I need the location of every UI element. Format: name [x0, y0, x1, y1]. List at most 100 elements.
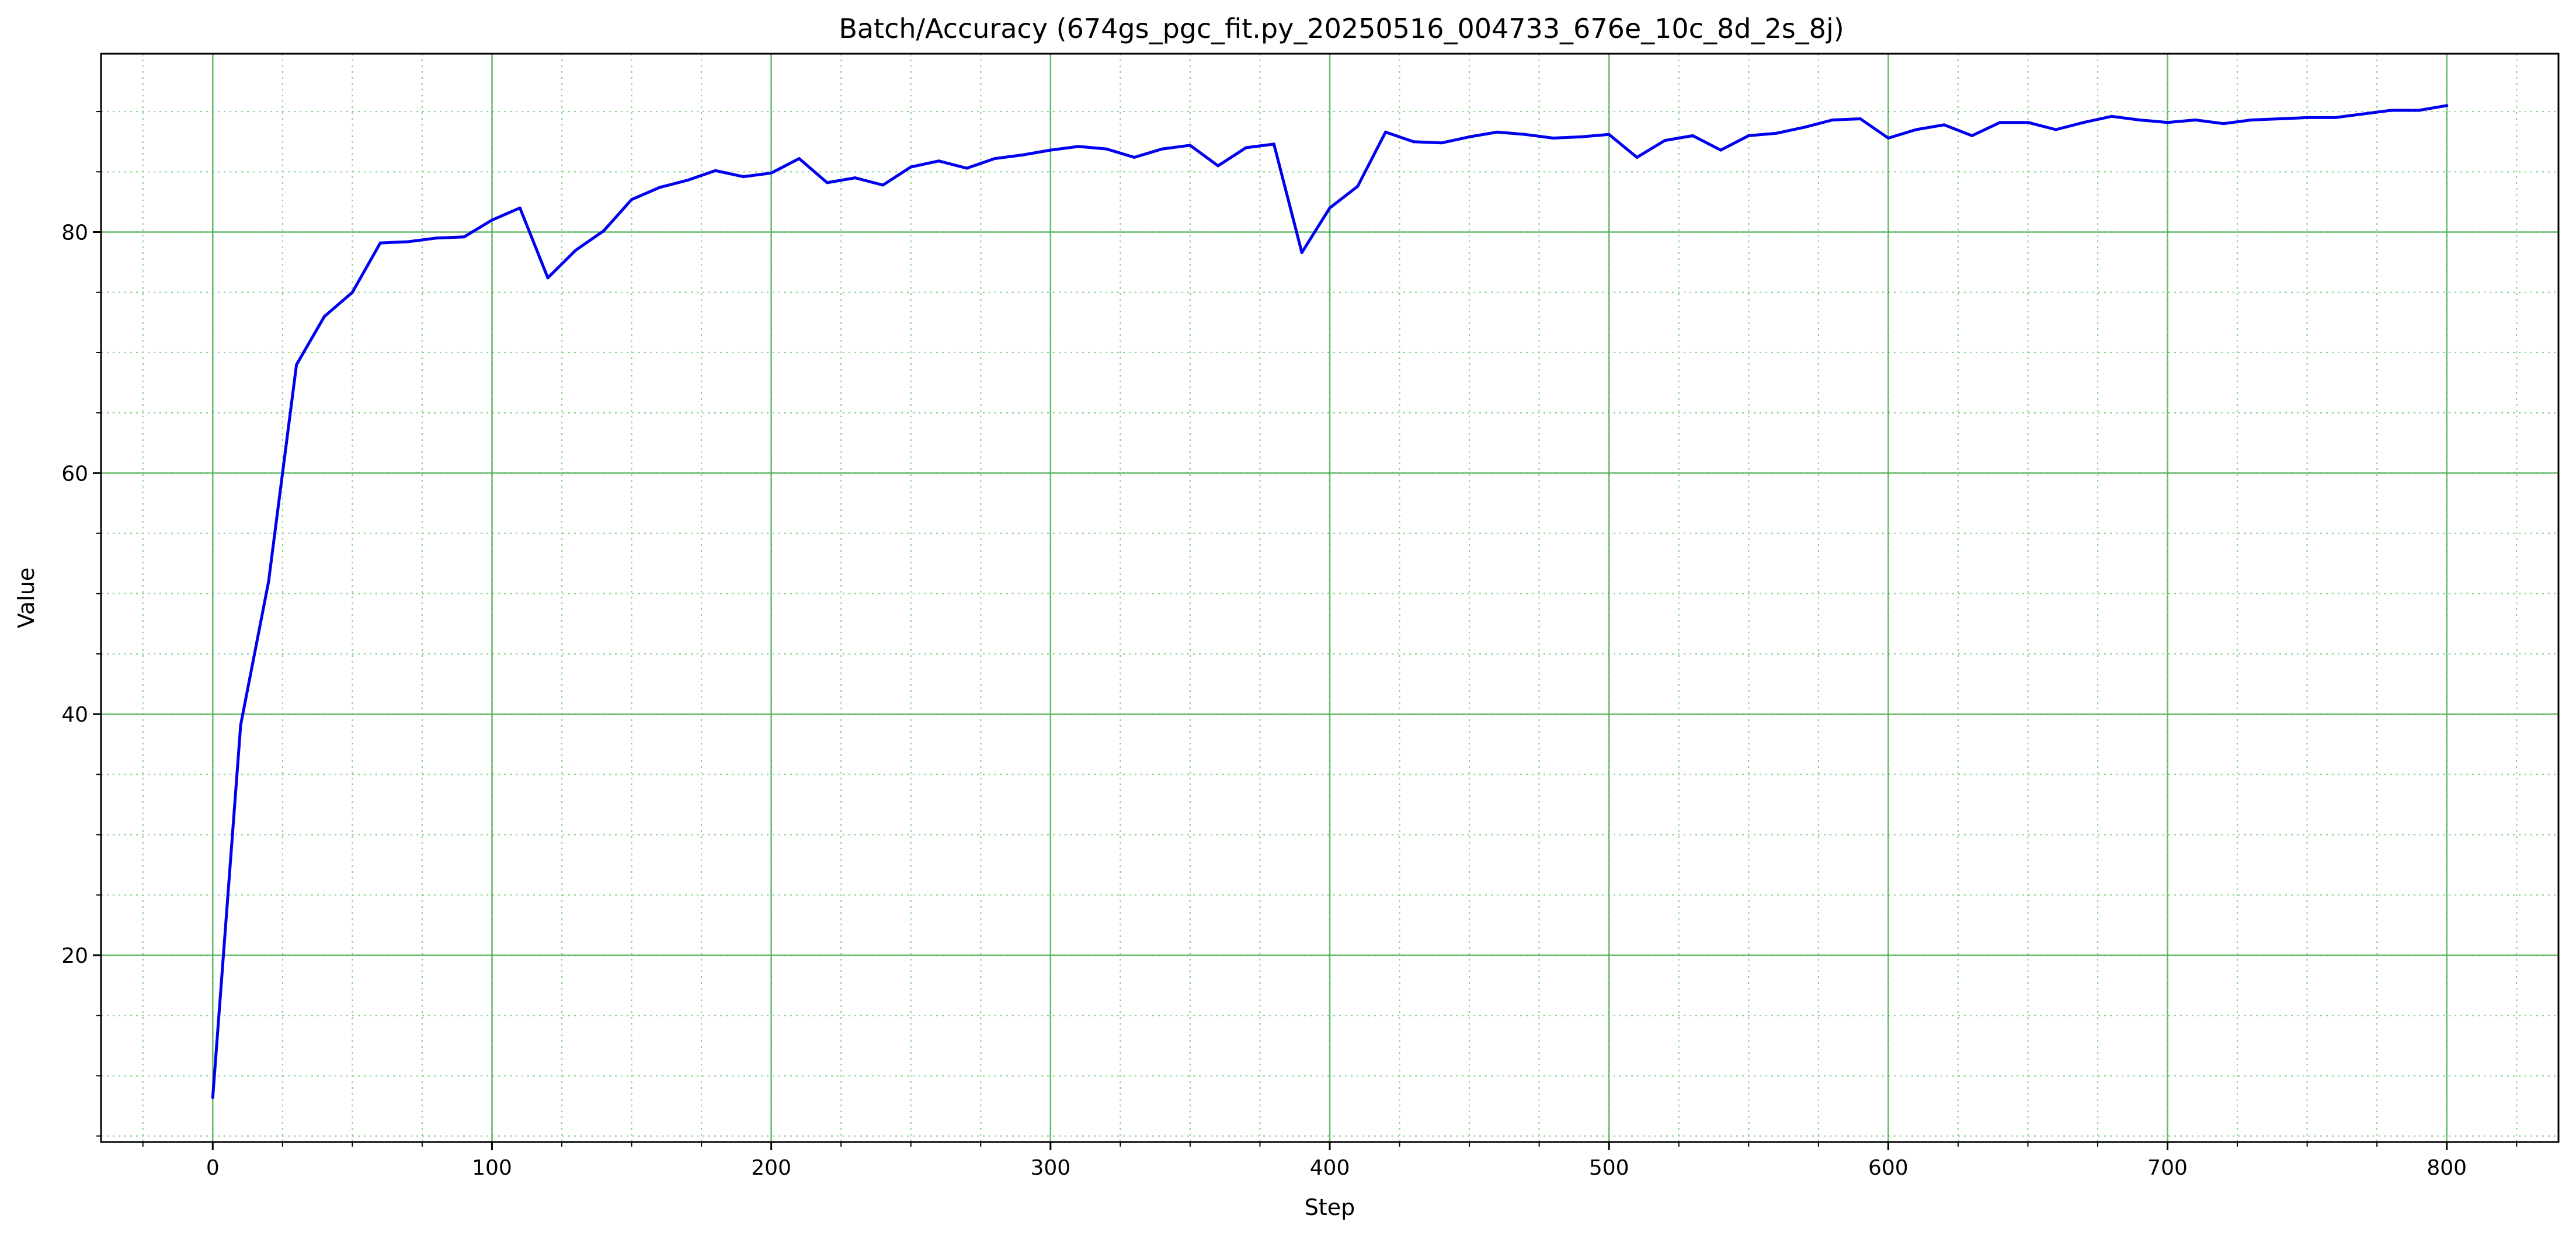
data-point: [2166, 121, 2169, 124]
data-point: [2361, 112, 2365, 116]
data-point: [825, 181, 829, 184]
y-tick-label: 80: [61, 221, 88, 245]
y-tick-label: 40: [61, 703, 88, 727]
data-point: [1886, 137, 1890, 140]
data-point: [1831, 119, 1834, 121]
data-point: [295, 363, 298, 367]
data-point: [406, 240, 410, 243]
data-point: [1747, 134, 1750, 137]
data-point: [239, 723, 242, 727]
x-tick-label: 200: [751, 1156, 791, 1180]
data-point: [742, 175, 745, 179]
data-point: [1803, 126, 1806, 129]
data-point: [2082, 121, 2085, 124]
data-point: [378, 241, 382, 245]
x-tick-label: 700: [2147, 1156, 2188, 1180]
data-point: [993, 157, 996, 161]
data-point: [2306, 116, 2309, 119]
data-point: [1440, 141, 1443, 145]
y-axis: 20 40 60 80: [61, 111, 101, 1137]
major-grid: [101, 54, 2558, 1142]
chart-title: Batch/Accuracy (674gs_pgc_fit.py_2025051…: [839, 13, 1844, 44]
data-point: [1524, 133, 1527, 136]
x-tick-label: 300: [1030, 1156, 1070, 1180]
data-point: [350, 291, 354, 294]
data-point: [770, 171, 773, 175]
data-point: [1412, 140, 1415, 144]
data-point: [686, 179, 689, 182]
data-point: [1775, 131, 1778, 135]
data-point: [1579, 135, 1583, 138]
data-point: [1468, 135, 1471, 138]
x-tick-label: 500: [1589, 1156, 1629, 1180]
data-point: [1970, 134, 1974, 137]
data-point: [1049, 148, 1052, 152]
data-point: [1188, 144, 1192, 147]
data-point: [937, 159, 940, 163]
data-point: [1914, 128, 1918, 131]
x-tick-label: 0: [206, 1156, 220, 1180]
data-point: [1384, 130, 1388, 134]
data-point: [2278, 117, 2281, 120]
data-point: [2250, 119, 2253, 121]
x-tick-label: 600: [1868, 1156, 1908, 1180]
data-point: [1607, 133, 1611, 136]
data-point: [714, 169, 717, 172]
data-point: [2193, 119, 2197, 121]
data-point: [1635, 156, 1639, 159]
data-point: [909, 165, 913, 169]
data-point: [1663, 139, 1667, 142]
data-point: [630, 198, 633, 201]
data-point: [1160, 147, 1164, 151]
y-tick-label: 60: [61, 462, 88, 486]
data-point: [853, 176, 857, 180]
series-layer: [211, 104, 2449, 1099]
data-point: [1719, 148, 1722, 152]
data-point: [881, 183, 885, 187]
data-point: [1300, 251, 1303, 255]
data-point: [2026, 121, 2029, 124]
x-tick-label: 800: [2426, 1156, 2467, 1180]
data-point: [1021, 153, 1024, 156]
data-point: [1356, 184, 1360, 188]
data-point: [2417, 109, 2421, 112]
data-point: [1105, 147, 1108, 151]
data-point: [323, 315, 326, 318]
data-point: [1998, 121, 2002, 124]
data-point: [1328, 206, 1332, 210]
data-point: [211, 1096, 214, 1099]
x-axis-label: Step: [1305, 1195, 1355, 1220]
y-axis-label: Value: [13, 567, 39, 628]
data-point: [1691, 134, 1695, 137]
data-point: [658, 186, 661, 189]
data-point: [2054, 128, 2057, 131]
data-point: [2334, 116, 2337, 119]
data-point: [1859, 117, 1862, 120]
data-point: [1272, 142, 1275, 146]
data-point: [798, 157, 801, 161]
data-point: [574, 249, 578, 252]
data-point: [602, 229, 606, 232]
data-point: [491, 218, 493, 222]
data-point: [965, 166, 968, 170]
data-point: [2110, 114, 2113, 118]
data-point: [1216, 164, 1220, 168]
data-point: [1942, 123, 1946, 127]
data-point: [2445, 104, 2449, 107]
data-point: [518, 206, 522, 210]
data-point: [1244, 146, 1247, 149]
x-axis: 0 100 200 300 400 500 600 700 800: [142, 1142, 2518, 1180]
data-point: [463, 235, 466, 239]
data-point: [2222, 122, 2225, 126]
x-tick-label: 400: [1310, 1156, 1350, 1180]
y-tick-label: 20: [61, 944, 88, 968]
data-point: [1132, 156, 1136, 159]
data-point: [1077, 145, 1080, 148]
data-point: [2138, 119, 2142, 121]
data-point: [2389, 109, 2393, 112]
data-point: [1552, 137, 1555, 140]
data-point: [434, 236, 438, 240]
data-point: [267, 580, 270, 583]
